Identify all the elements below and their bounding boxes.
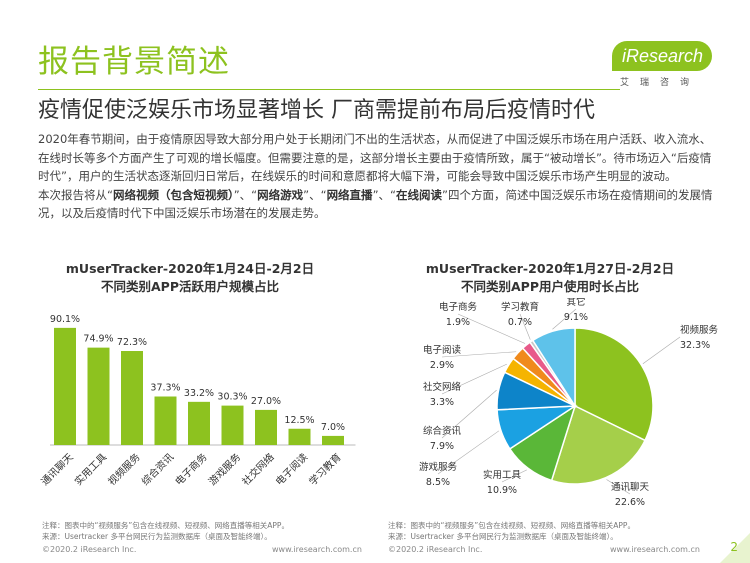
bar-chart-title: mUserTracker-2020年1月24日-2月2日 不同类别APP活跃用户… — [40, 260, 340, 296]
bar-value-label: 12.5% — [284, 415, 314, 426]
bar-category-label: 综合资讯 — [139, 450, 176, 487]
pie-slice-name: 学习教育 — [501, 301, 539, 313]
right-note: 注释：图表中的“视频服务”包含在线视频、短视频、网络直播等相关APP。 来源：U… — [388, 520, 635, 542]
pie-leader-line — [441, 351, 517, 358]
bar-category-label: 学习教育 — [306, 450, 343, 487]
pie-chart: 视频服务 32.3% 通讯聊天 22.6% 实用工具 10.9% 游戏服务 8.5% 综合资讯 7… — [419, 298, 719, 508]
intro-text-fragment: ”、“ — [303, 187, 327, 202]
pie-chart-title-line2: 不同类别APP用户使用时长占比 — [461, 279, 639, 294]
right-source-line: 来源：Usertracker 多平台网民行为监测数据库（桌面及智能终端）。 — [388, 532, 618, 541]
bar — [322, 435, 344, 445]
bar — [154, 396, 177, 445]
pie-leader-line — [437, 430, 500, 475]
intro-keyword-games: 网络游戏 — [257, 187, 304, 202]
pie-slice-value: 32.3% — [680, 340, 710, 351]
pie-slice-name: 其它 — [566, 298, 585, 308]
pie-leader-line — [642, 336, 681, 364]
bar-value-label: 72.3% — [117, 337, 147, 348]
pie-slice-name: 游戏服务 — [419, 461, 458, 473]
pie-slice-name: 电子商务 — [439, 301, 478, 313]
bar-chart: 90.1% 通讯聊天 74.9% 实用工具 72.3% 视频服务 37.3% 综合资讯 33.2… — [40, 314, 356, 488]
logo-mark: iResearch — [612, 41, 712, 71]
page-subtitle: 疫情促使泛娱乐市场显著增长 厂商需提前布局后疫情时代 — [38, 98, 595, 123]
pie-slice-name: 视频服务 — [680, 324, 719, 336]
intro-paragraph-1: 2020年春节期间，由于疫情原因导致大部分用户处于长期闭门不出的生活状态，从而促… — [38, 132, 712, 183]
bar-category-label: 通讯聊天 — [40, 450, 76, 487]
bar — [188, 401, 210, 445]
bar-chart-title-line2: 不同类别APP活跃用户规模占比 — [101, 279, 279, 294]
footer-url-left[interactable]: www.iresearch.com.cn — [272, 545, 362, 554]
bar — [87, 347, 110, 445]
bar-value-label: 7.0% — [321, 422, 345, 433]
footer-url-right[interactable]: www.iresearch.com.cn — [610, 545, 700, 554]
intro-keyword-video: 网络视频（包含短视频） — [112, 187, 234, 202]
bar — [54, 327, 76, 445]
title-divider — [38, 89, 620, 90]
intro-text-fragment: ”、“ — [372, 187, 396, 202]
footer-copyright-left: ©2020.2 iResearch Inc. — [42, 545, 137, 554]
intro-paragraph-2: 本次报告将从“网络视频（包含短视频）”、“网络游戏”、“网络直播”、“在线阅读”… — [38, 186, 722, 223]
intro-text-fragment: ”四个方面，简述中国泛娱乐市场在疫情期间的发展情况，以及后疫情时代下中国泛娱乐市… — [38, 187, 713, 221]
bar — [255, 409, 277, 445]
bar-value-label: 33.2% — [184, 388, 214, 399]
pie-slice-value: 10.9% — [487, 485, 517, 496]
pie-slice-value: 0.7% — [508, 317, 532, 328]
pie-slice-name: 电子阅读 — [423, 344, 462, 356]
pie-slice-value: 7.9% — [430, 441, 454, 452]
page-title: 报告背景简述 — [38, 44, 230, 80]
bar-chart-title-line1: mUserTracker-2020年1月24日-2月2日 — [65, 261, 315, 276]
pie-slice — [574, 327, 654, 442]
pie-chart-title-line1: mUserTracker-2020年1月27日-2月2日 — [425, 261, 675, 276]
bar-value-label: 37.3% — [150, 383, 180, 394]
pie-leader-line — [501, 469, 527, 483]
pie-slice-name: 社交网络 — [423, 381, 462, 393]
intro-text-fragment: ”、“ — [233, 187, 258, 202]
left-note: 注释：图表中的“视频服务”包含在线视频、短视频、网络直播等相关APP。 来源：U… — [42, 520, 289, 542]
corner-decoration — [720, 533, 750, 563]
pie-chart-title: mUserTracker-2020年1月27日-2月2日 不同类别APP用户使用… — [400, 260, 700, 296]
intro-text: 2020年春节期间，由于疫情原因导致大部分用户处于长期闭门不出的生活状态，从而促… — [38, 130, 722, 223]
pie-slice-value: 2.9% — [430, 360, 454, 371]
bar-category-label: 电子阅读 — [273, 450, 310, 487]
pie-leader-line — [519, 313, 531, 340]
pie-slice-value: 8.5% — [426, 477, 450, 488]
bar-category-label: 游戏服务 — [206, 450, 243, 487]
page-number: 2 — [730, 540, 738, 554]
bar-value-label: 30.3% — [217, 392, 247, 403]
pie-slice-value: 22.6% — [615, 497, 645, 508]
intro-text-fragment: 本次报告将从“ — [38, 187, 113, 202]
right-note-line1: 注释：图表中的“视频服务”包含在线视频、短视频、网络直播等相关APP。 — [388, 521, 635, 530]
bar-value-label: 27.0% — [251, 396, 281, 407]
bar — [221, 405, 244, 445]
pie-slice-name: 通讯聊天 — [611, 481, 650, 493]
pie-slice-name: 实用工具 — [483, 469, 522, 481]
bar-value-label: 74.9% — [83, 334, 113, 345]
pie-slice — [550, 404, 647, 485]
bar-category-label: 电子商务 — [172, 450, 209, 487]
bar-category-label: 视频服务 — [105, 450, 142, 487]
logo-subtext: 艾瑞咨询 — [620, 78, 701, 88]
footer-copyright-right: ©2020.2 iResearch Inc. — [388, 545, 483, 554]
left-note-line1: 注释：图表中的“视频服务”包含在线视频、短视频、网络直播等相关APP。 — [42, 521, 289, 530]
pie-leader-line — [552, 308, 577, 330]
bar — [121, 351, 143, 445]
pie-leader-line — [441, 389, 497, 439]
pie-slice — [531, 327, 576, 409]
intro-keyword-reading: 在线阅读 — [395, 187, 442, 202]
pie-slice-value: 9.1% — [564, 312, 588, 323]
intro-keyword-live: 网络直播 — [326, 187, 373, 202]
pie-slice-value: 1.9% — [446, 317, 470, 328]
pie-leader-line — [457, 313, 526, 344]
bar — [288, 428, 311, 445]
pie-leader-line — [441, 363, 507, 395]
pie-slice-name: 综合资讯 — [423, 425, 462, 437]
pie-slice-value: 3.3% — [430, 397, 454, 408]
bar-category-label: 社交网络 — [239, 450, 276, 487]
left-source-line: 来源：Usertracker 多平台网民行为监测数据库（桌面及智能终端）。 — [42, 532, 272, 541]
iresearch-logo: iResearch 艾瑞咨询 — [612, 41, 722, 88]
pie-leader-line — [606, 479, 631, 495]
bar-value-label: 90.1% — [50, 314, 80, 325]
bar-category-label: 实用工具 — [72, 450, 109, 487]
